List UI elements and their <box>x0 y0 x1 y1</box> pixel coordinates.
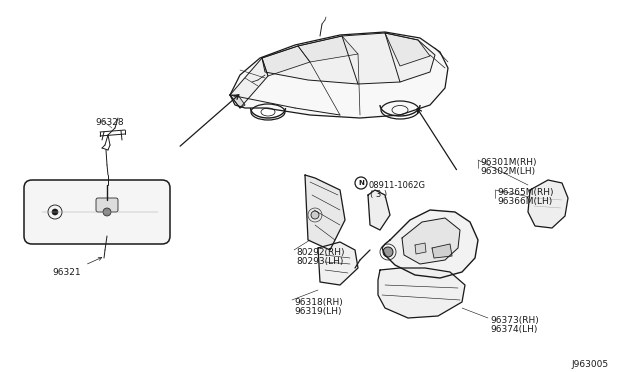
Text: 08911-1062G: 08911-1062G <box>369 181 426 190</box>
Polygon shape <box>230 58 268 108</box>
Polygon shape <box>368 190 390 230</box>
Text: N: N <box>358 180 364 186</box>
Polygon shape <box>382 210 478 278</box>
Polygon shape <box>432 244 452 258</box>
Polygon shape <box>378 268 465 318</box>
FancyBboxPatch shape <box>24 180 170 244</box>
Polygon shape <box>298 36 358 62</box>
Polygon shape <box>262 33 435 84</box>
Text: 96321: 96321 <box>52 268 81 277</box>
Text: J963005: J963005 <box>571 360 608 369</box>
Polygon shape <box>230 32 448 118</box>
Polygon shape <box>402 218 460 264</box>
Circle shape <box>103 208 111 216</box>
Text: 96373(RH): 96373(RH) <box>490 316 539 325</box>
Text: 96366M(LH): 96366M(LH) <box>497 197 552 206</box>
FancyBboxPatch shape <box>96 198 118 212</box>
Circle shape <box>311 211 319 219</box>
Polygon shape <box>305 175 345 250</box>
Circle shape <box>52 209 58 215</box>
Text: 96374(LH): 96374(LH) <box>490 325 538 334</box>
Polygon shape <box>385 33 430 66</box>
Text: 80293(LH): 80293(LH) <box>296 257 344 266</box>
Polygon shape <box>230 95 245 108</box>
Text: 96318(RH): 96318(RH) <box>294 298 343 307</box>
Text: 96302M(LH): 96302M(LH) <box>480 167 535 176</box>
Polygon shape <box>415 243 426 254</box>
Circle shape <box>383 247 393 257</box>
Text: 96328: 96328 <box>95 118 124 127</box>
Circle shape <box>355 177 367 189</box>
Polygon shape <box>262 46 310 76</box>
Text: ( 3 ): ( 3 ) <box>370 190 387 199</box>
Text: 96365M(RH): 96365M(RH) <box>497 188 554 197</box>
Text: 96301M(RH): 96301M(RH) <box>480 158 536 167</box>
Polygon shape <box>318 242 358 285</box>
Polygon shape <box>528 180 568 228</box>
Text: 80292(RH): 80292(RH) <box>296 248 344 257</box>
Text: 96319(LH): 96319(LH) <box>294 307 342 316</box>
